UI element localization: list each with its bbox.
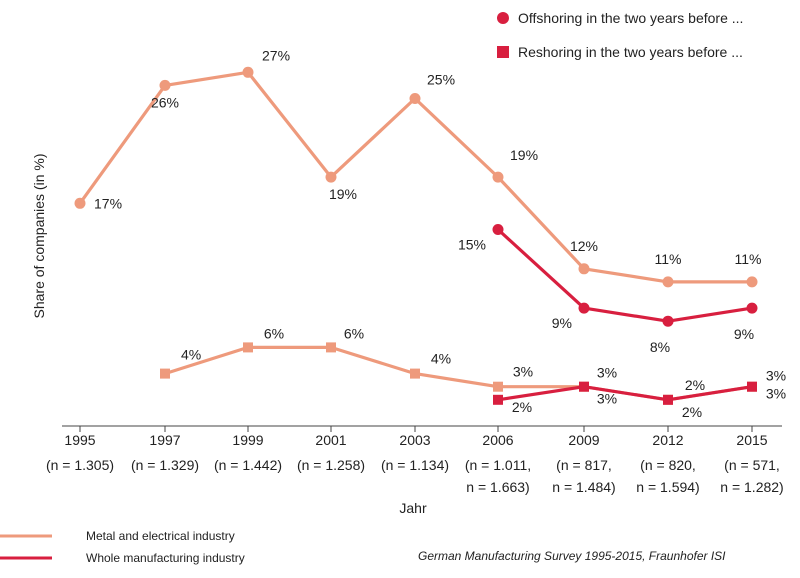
x-tick-year: 2012 [652,432,683,448]
offshoring-point [662,276,674,288]
data-label: 12% [570,238,598,254]
data-label: 6% [264,325,284,341]
marker-legend: Offshoring in the two years before ... Re… [497,10,743,60]
x-axis-title: Jahr [399,500,427,516]
x-tick-year: 2001 [315,432,346,448]
data-label: 2% [685,377,705,393]
x-tick-year: 2015 [736,432,767,448]
x-tick-sample-size: n = 1.594) [636,479,699,495]
offshoring-point [662,315,674,327]
reshoring-point [493,394,503,405]
reshoring-point [663,394,673,405]
data-label: 11% [735,251,762,267]
x-tick-sample-size: (n = 820, [640,457,696,473]
legend-marker-label: Reshoring in the two years before ... [518,44,743,60]
legend-marker-label: Offshoring in the two years before ... [518,10,743,26]
x-tick-year: 2006 [482,432,513,448]
data-label: 19% [510,147,538,163]
series-markers [74,66,758,405]
x-tick-sample-size: (n = 1.011, [465,457,531,473]
x-axis-ticks: 1995 (n = 1.305) 1997 (n = 1.329) 1999 (n = 1… [46,426,784,495]
x-tick-sample-size: (n = 1.442) [214,457,282,473]
data-label: 9% [734,326,754,342]
x-tick-year: 1997 [149,432,180,448]
x-tick-sample-size: (n = 817, [556,457,612,473]
x-tick-sample-size: (n = 1.305) [46,457,114,473]
data-label: 26% [151,94,179,110]
offshoring-point [492,171,504,183]
x-tick-sample-size: n = 1.484) [552,479,615,495]
data-label: 8% [650,339,670,355]
x-tick-sample-size: (n = 1.329) [131,457,199,473]
offshoring-point [578,302,590,314]
x-tick-sample-size: (n = 1.134) [381,457,449,473]
data-label: 19% [329,186,357,202]
reshoring-point [579,381,589,392]
x-tick-sample-size: n = 1.663) [466,479,529,495]
data-label: 3% [597,365,617,381]
offshoring-point [74,197,86,209]
data-label: 11% [655,251,682,267]
offshoring-point [492,224,504,235]
data-label: 25% [427,72,455,88]
legend-square-marker [497,46,509,58]
source-note: German Manufacturing Survey 1995-2015, F… [418,549,726,563]
data-label: 3% [513,364,533,380]
data-label: 3% [766,386,786,402]
reshoring-point [160,368,170,379]
data-label: 2% [512,399,532,415]
reshoring-point [243,342,253,353]
data-label: 3% [597,391,617,407]
data-label: 2% [682,404,702,420]
x-tick-sample-size: n = 1.282) [720,479,783,495]
data-label: 4% [431,351,451,367]
reshoring-point [493,381,503,392]
x-tick-year: 2009 [568,432,599,448]
legend-industry-label: Whole manufacturing industry [86,551,245,565]
x-tick-sample-size: (n = 571, [724,457,780,473]
x-tick-year: 2003 [399,432,430,448]
offshoring-point [409,93,421,104]
legend-industry-label: Metal and electrical industry [86,529,235,543]
offshoring-point [746,276,758,288]
series-line [497,385,753,402]
series-line [496,228,753,323]
offshoring-point [242,66,254,78]
offshoring-point [159,79,171,91]
legend-circle-marker [497,12,509,24]
data-labels: 17% 26% 27% 19% 25% 19% 12% 11% 11% 15% 9% 8% 9% 4% 6%… [94,47,786,420]
series-line [164,345,753,402]
data-label: 27% [262,47,290,63]
data-label: 17% [94,195,122,211]
industry-legend: Metal and electrical industry Whole manuf… [0,529,245,565]
data-label: 6% [344,325,364,341]
offshoring-point [578,263,590,275]
offshoring-point [746,302,758,314]
data-label: 4% [181,347,201,363]
reshoring-point [326,342,336,353]
x-tick-year: 1995 [64,432,95,448]
offshoring-point [325,171,337,183]
reshoring-point [410,368,420,379]
data-label: 15% [458,237,486,253]
data-label: 9% [552,315,572,331]
data-label: 3% [766,368,786,384]
reshoring-point [747,381,757,392]
y-axis-title: Share of companies (in %) [31,154,47,319]
x-tick-sample-size: (n = 1.258) [297,457,365,473]
x-tick-year: 1999 [232,432,263,448]
